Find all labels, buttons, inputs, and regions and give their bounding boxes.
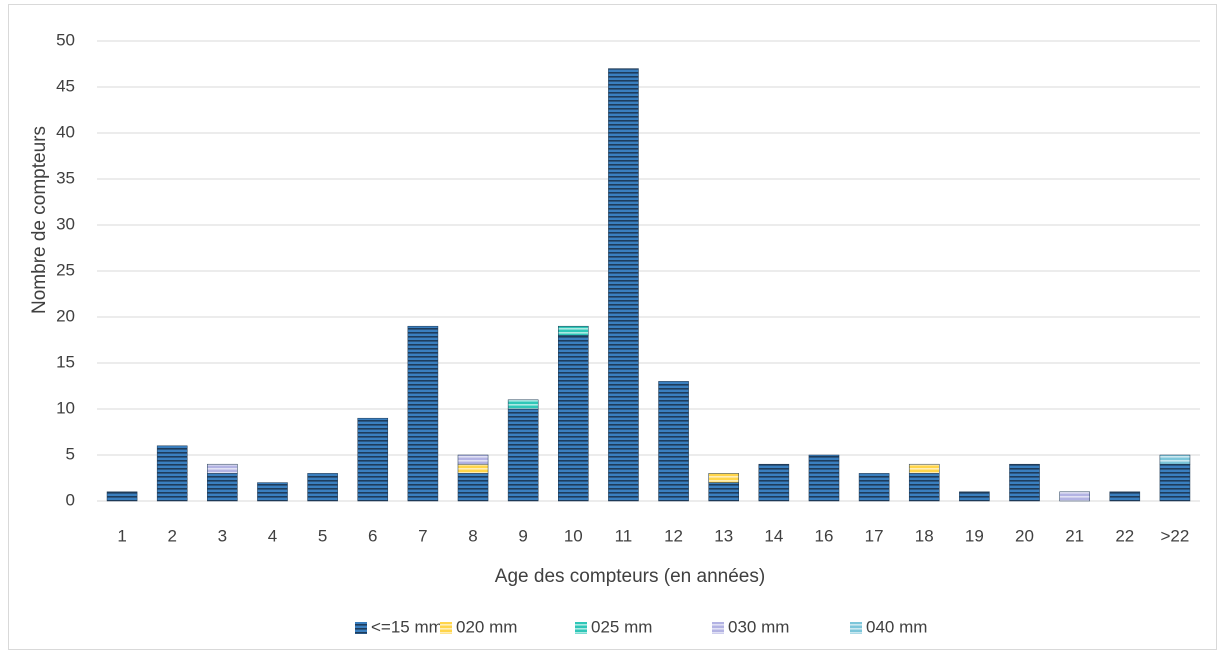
legend-label: 040 mm — [866, 617, 927, 636]
x-tick-label: 3 — [218, 526, 227, 545]
y-tick-label: 30 — [56, 214, 75, 233]
x-tick-label: 2 — [167, 526, 176, 545]
y-tick-label: 15 — [56, 352, 75, 371]
y-tick-label: 0 — [66, 490, 75, 509]
x-tick-label: 4 — [268, 526, 277, 545]
y-axis-title: Nombre de compteurs — [29, 126, 50, 314]
y-tick-label: 5 — [66, 444, 75, 463]
x-tick-label: 9 — [518, 526, 527, 545]
x-tick-label: >22 — [1161, 526, 1190, 545]
bar-segment — [959, 491, 990, 502]
y-tick-label: 10 — [56, 398, 75, 417]
bar-segment — [1059, 491, 1090, 502]
bar-segment — [758, 463, 790, 502]
x-tick-label: 19 — [965, 526, 984, 545]
legend-swatch — [355, 622, 367, 634]
bar-segment — [207, 473, 238, 502]
y-tick-label: 35 — [56, 168, 75, 187]
legend-label: 025 mm — [591, 617, 652, 636]
bar-segment — [1109, 491, 1141, 502]
bar-segment — [858, 473, 890, 502]
bar-segment — [156, 445, 188, 502]
x-tick-label: 11 — [615, 526, 633, 545]
bar-segment — [106, 491, 138, 502]
bar-segment — [908, 473, 940, 502]
x-tick-label: 5 — [318, 526, 327, 545]
bar-segment — [457, 454, 489, 465]
x-tick-label: 1 — [117, 526, 126, 545]
bar-segment — [558, 335, 589, 502]
y-tick-label: 20 — [56, 306, 75, 325]
bar-segment — [307, 473, 338, 502]
legend-label: 030 mm — [728, 617, 789, 636]
x-tick-label: 6 — [368, 526, 377, 545]
legend-swatch — [575, 622, 587, 634]
legend-swatch — [440, 622, 452, 634]
bar-segment — [257, 482, 288, 502]
x-axis-title: Age des compteurs (en années) — [495, 566, 765, 587]
bar-segment — [1009, 463, 1040, 502]
legend-swatch — [712, 622, 724, 634]
bar-segment — [1159, 454, 1191, 465]
bar-segment — [207, 463, 238, 474]
x-tick-label: 7 — [418, 526, 427, 545]
y-tick-label: 25 — [56, 260, 75, 279]
bar-segment — [708, 473, 739, 483]
x-tick-label: 16 — [815, 526, 834, 545]
bar-segment — [558, 325, 589, 336]
x-tick-label: 8 — [468, 526, 477, 545]
x-tick-label: 18 — [915, 526, 934, 545]
legend-label: <=15 mm — [371, 617, 443, 636]
bar-segment — [808, 454, 840, 502]
bar-segment — [507, 408, 539, 502]
y-tick-label: 45 — [56, 76, 75, 95]
bar-segment — [457, 473, 489, 502]
bar-segment — [507, 399, 539, 410]
bar-segment — [407, 325, 439, 502]
legend-swatch — [850, 622, 862, 634]
bar-segment — [357, 417, 389, 502]
x-tick-label: 20 — [1015, 526, 1034, 545]
x-tick-label: 13 — [714, 526, 733, 545]
x-tick-label: 17 — [865, 526, 884, 545]
bar-segment — [908, 463, 940, 474]
y-tick-label: 50 — [56, 30, 75, 49]
bar-segment — [1159, 463, 1191, 502]
x-tick-label: 22 — [1115, 526, 1134, 545]
y-tick-label: 40 — [56, 122, 75, 141]
x-tick-label: 14 — [764, 526, 783, 545]
bar-segment — [708, 482, 739, 502]
bar-segment — [457, 463, 489, 474]
bar-segment — [608, 68, 639, 502]
bar-segment — [658, 381, 689, 502]
x-tick-label: 12 — [664, 526, 683, 545]
legend-label: 020 mm — [456, 617, 517, 636]
x-tick-label: 10 — [564, 526, 583, 545]
x-tick-label: 21 — [1065, 526, 1084, 545]
